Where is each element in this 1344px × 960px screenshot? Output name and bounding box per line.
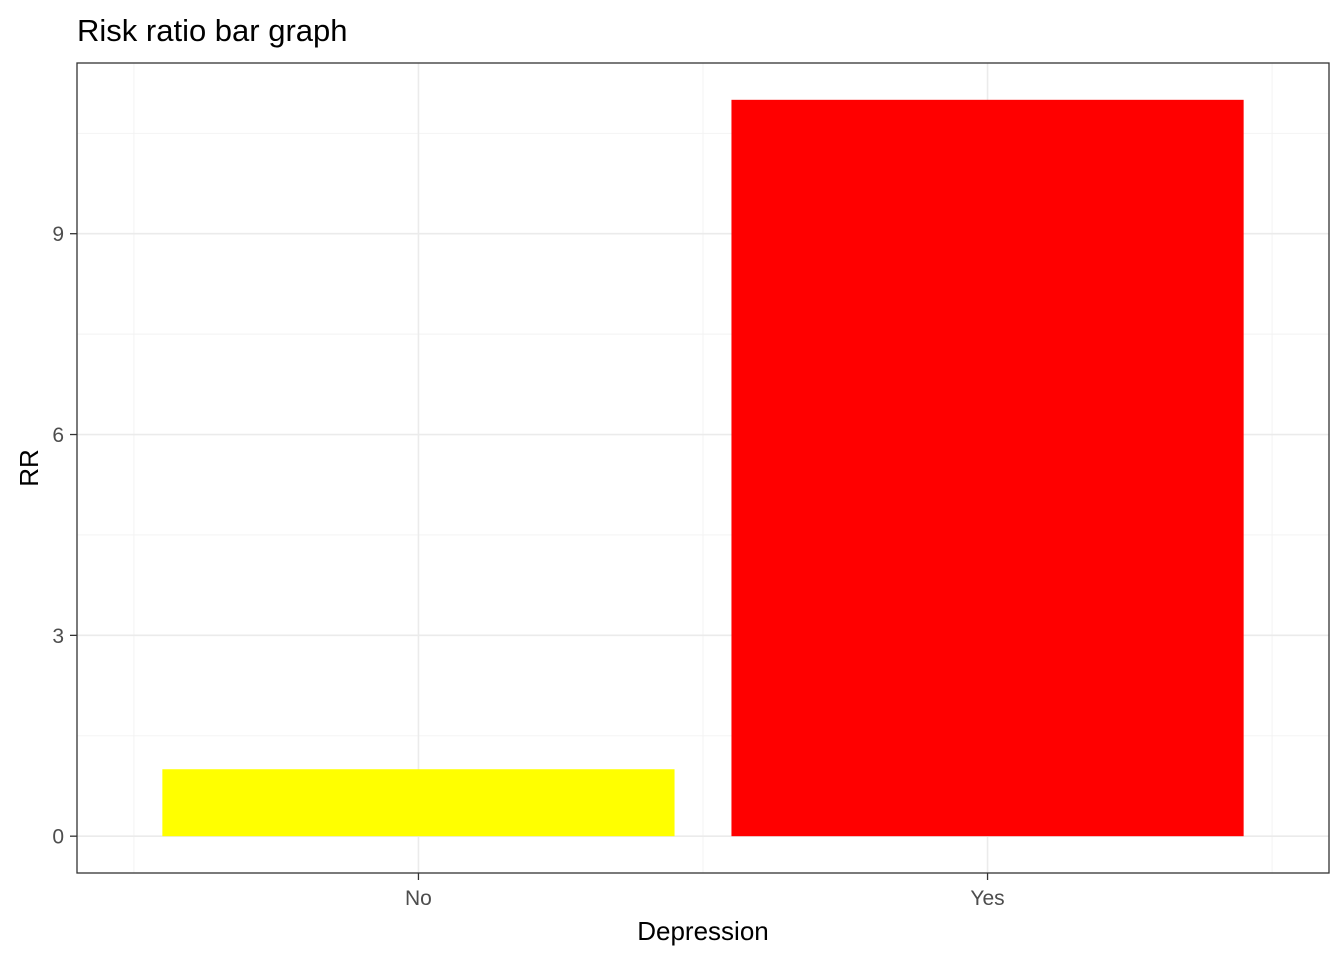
bar-yes (731, 99, 1244, 837)
y-tick-label: 6 (52, 424, 64, 447)
x-axis: No Yes (405, 873, 1005, 910)
y-tick-label: 3 (52, 625, 64, 648)
chart-title: Risk ratio bar graph (77, 13, 348, 48)
x-axis-title: Depression (637, 916, 769, 946)
y-axis-title: RR (14, 449, 44, 487)
y-axis: 0 3 6 9 (52, 223, 77, 849)
y-tick-label: 9 (52, 223, 64, 246)
x-tick-label: Yes (970, 887, 1004, 910)
bars (162, 99, 1244, 837)
panel-border (76, 62, 1330, 874)
bar-no (162, 769, 675, 837)
x-tick-label: No (405, 887, 432, 910)
y-tick-label: 0 (52, 826, 64, 849)
